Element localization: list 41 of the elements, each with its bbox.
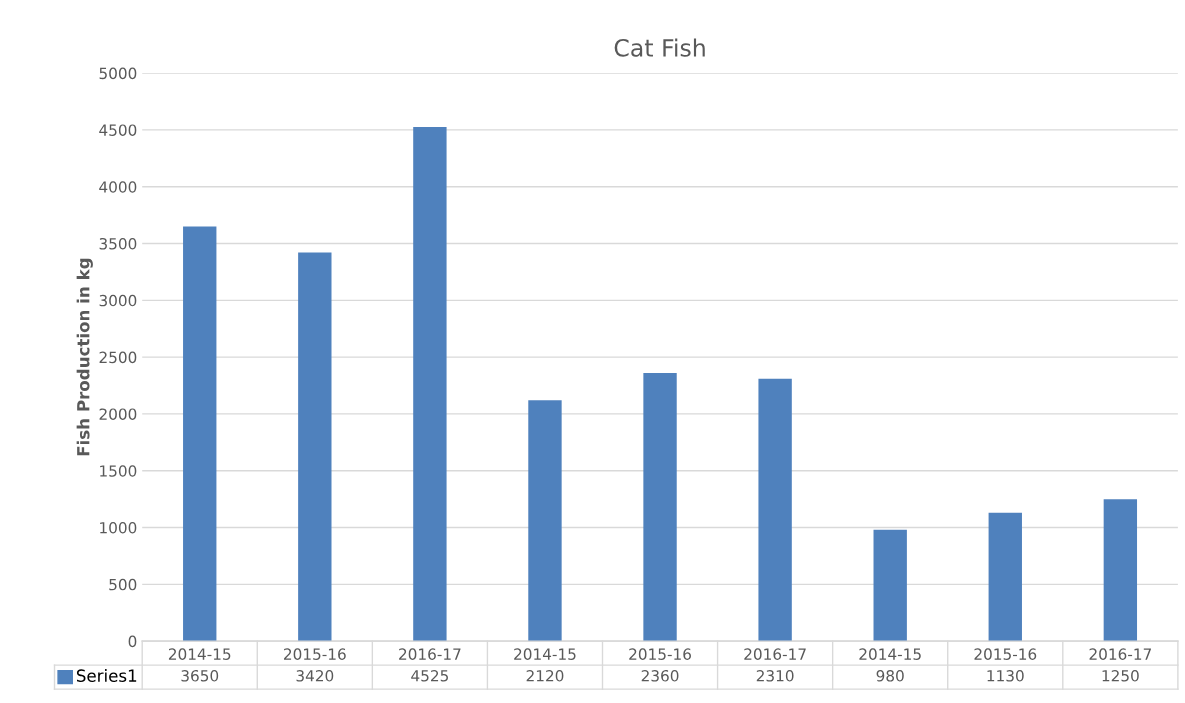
y-tick-label: 4000: [99, 181, 137, 193]
y-tick-label: 0: [128, 635, 137, 648]
x-tick-label: 2016-17: [399, 648, 461, 660]
y-tick-label: 2000: [99, 408, 137, 420]
x-tick-label: 2014-15: [514, 648, 576, 660]
bar: [758, 378, 792, 642]
bar: [1103, 499, 1138, 642]
y-tick-label: 500: [109, 578, 137, 591]
legend-label: Series1: [76, 669, 137, 682]
y-tick-label: 3000: [99, 294, 137, 307]
y-tick-label: 5000: [99, 67, 137, 80]
data-label: 1130: [987, 670, 1024, 682]
bar: [988, 512, 1022, 642]
x-tick-label: 2014-15: [859, 648, 921, 660]
data-label: 4525: [411, 670, 448, 682]
bar: [528, 400, 562, 642]
data-label: 2360: [641, 670, 679, 682]
bar: [183, 226, 217, 642]
data-label: 1250: [1102, 670, 1139, 682]
bar: [298, 252, 332, 642]
x-tick-label: 2014-15: [168, 648, 231, 660]
y-tick-label: 4500: [99, 124, 137, 136]
data-label: 980: [876, 670, 904, 682]
data-label: 3420: [296, 670, 334, 682]
data-label: 2120: [526, 670, 564, 682]
bar: [873, 529, 907, 642]
x-tick-label: 2015-16: [974, 648, 1037, 660]
y-tick-label: 3500: [99, 237, 137, 250]
x-tick-label: 2015-16: [284, 648, 346, 660]
bar: [643, 373, 677, 642]
y-tick-label: 1000: [100, 522, 137, 534]
x-tick-label: 2016-17: [1089, 648, 1151, 660]
y-tick-label: 2500: [99, 351, 137, 364]
data-label: 2310: [756, 670, 794, 682]
y-axis-title: Fish Production in kg: [76, 258, 93, 456]
x-tick-label: 2015-16: [629, 648, 691, 660]
data-label: 3650: [181, 670, 219, 682]
chart-title: Cat Fish: [614, 38, 705, 57]
y-tick-label: 1500: [100, 465, 137, 477]
x-tick-label: 2016-17: [744, 648, 806, 660]
bar: [413, 127, 447, 642]
